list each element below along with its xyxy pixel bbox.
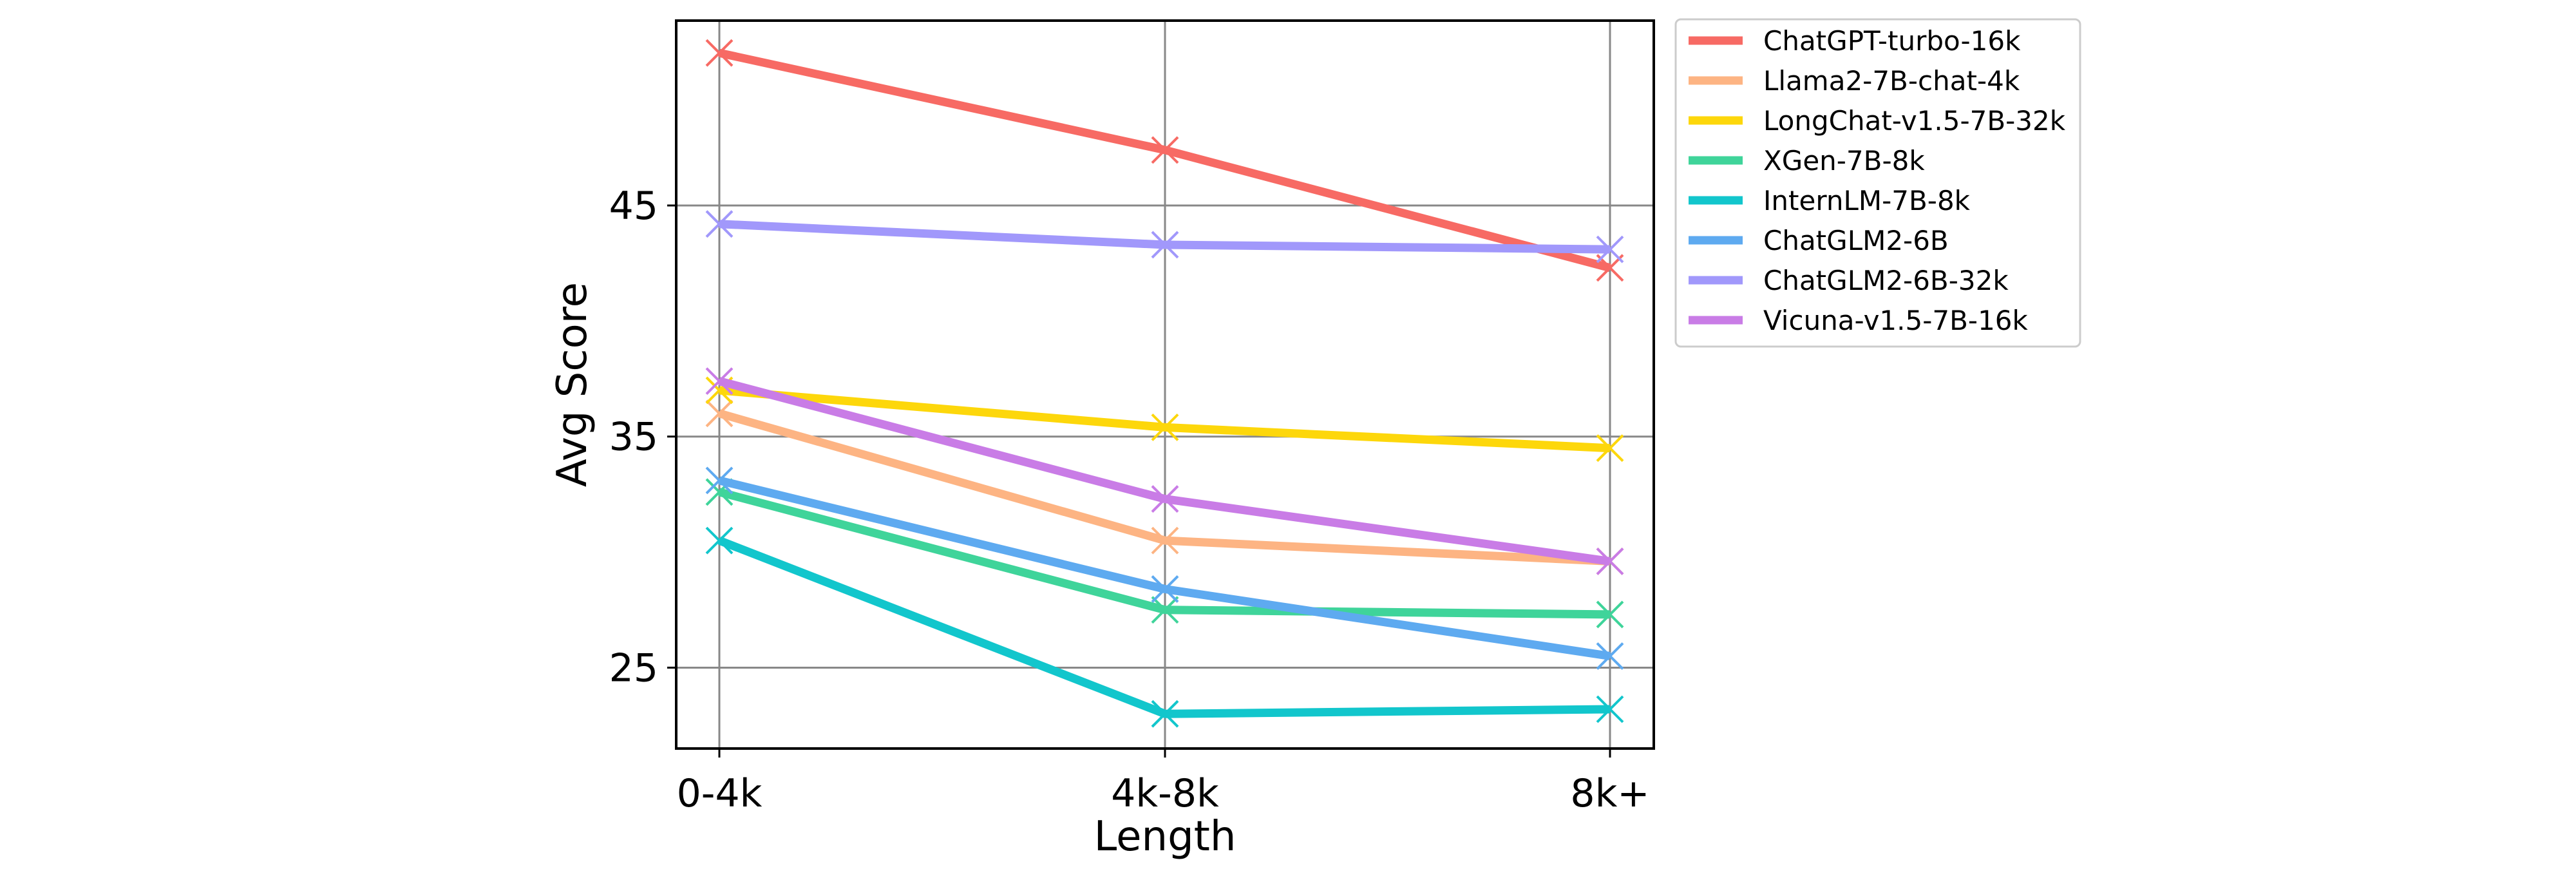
- series-chatglm2-6b: [705, 466, 1624, 670]
- data-point-marker: [1596, 695, 1624, 723]
- data-point-marker: [1151, 575, 1179, 603]
- x-tick-label: 4k-8k: [1111, 771, 1219, 816]
- x-axis-title: Length: [1094, 813, 1236, 861]
- data-point-marker: [1596, 235, 1624, 263]
- legend-item: XGen-7B-8k: [1689, 145, 1925, 177]
- legend-item: InternLM-7B-8k: [1689, 185, 1971, 216]
- legend-label: ChatGLM2-6B-32k: [1763, 265, 2009, 296]
- series-chatglm2-6b-32k: [705, 210, 1624, 263]
- legend-item: ChatGPT-turbo-16k: [1689, 25, 2021, 57]
- data-point-marker: [1151, 526, 1179, 555]
- legend-label: Vicuna-v1.5-7B-16k: [1763, 305, 2029, 336]
- data-point-marker: [705, 210, 734, 238]
- data-point-marker: [1151, 231, 1179, 259]
- data-point-marker: [1151, 136, 1179, 164]
- legend-item: ChatGLM2-6B: [1689, 225, 1949, 256]
- x-tick-label: 0-4k: [677, 771, 762, 816]
- series-internlm-7b-8k: [705, 526, 1624, 728]
- data-point-marker: [1151, 413, 1179, 441]
- legend-item: Vicuna-v1.5-7B-16k: [1689, 305, 2029, 336]
- data-point-marker: [705, 526, 734, 555]
- legend-box: [1674, 18, 2081, 348]
- legend-label: ChatGLM2-6B: [1763, 225, 1949, 256]
- y-tick-label: 25: [609, 645, 658, 691]
- data-point-marker: [705, 367, 734, 396]
- data-point-marker: [1596, 434, 1624, 463]
- legend-label: XGen-7B-8k: [1763, 145, 1925, 177]
- legend-label: ChatGPT-turbo-16k: [1763, 25, 2021, 57]
- legend-label: LongChat-v1.5-7B-32k: [1763, 105, 2066, 137]
- legend-label: Llama2-7B-chat-4k: [1763, 65, 2020, 97]
- data-point-marker: [705, 399, 734, 428]
- legend-item: LongChat-v1.5-7B-32k: [1689, 105, 2066, 137]
- y-axis-title: Avg Score: [549, 282, 596, 487]
- series-vicuna-v1-5-7b-16k: [705, 367, 1624, 575]
- data-point-marker: [1151, 596, 1179, 624]
- series-xgen-7b-8k: [705, 478, 1624, 629]
- series-lines: [705, 39, 1624, 728]
- legend: ChatGPT-turbo-16k Llama2-7B-chat-4k LongCh…: [1674, 18, 2081, 348]
- data-point-marker: [705, 39, 734, 67]
- x-tick-label: 8k+: [1570, 771, 1649, 816]
- legend-label: InternLM-7B-8k: [1763, 185, 1971, 216]
- data-point-marker: [1151, 485, 1179, 513]
- y-tick-label: 35: [609, 415, 658, 460]
- axis-ticks: 0-4k 4k-8k 8k+ 25 35 45: [609, 184, 1650, 816]
- data-point-marker: [1151, 700, 1179, 728]
- data-point-marker: [1596, 600, 1624, 629]
- data-point-marker: [1596, 642, 1624, 670]
- data-point-marker: [1596, 548, 1624, 575]
- y-tick-label: 45: [609, 184, 658, 229]
- grid-lines: [676, 21, 1654, 749]
- data-point-marker: [705, 466, 734, 495]
- legend-item: Llama2-7B-chat-4k: [1689, 65, 2020, 97]
- legend-item: ChatGLM2-6B-32k: [1689, 265, 2009, 296]
